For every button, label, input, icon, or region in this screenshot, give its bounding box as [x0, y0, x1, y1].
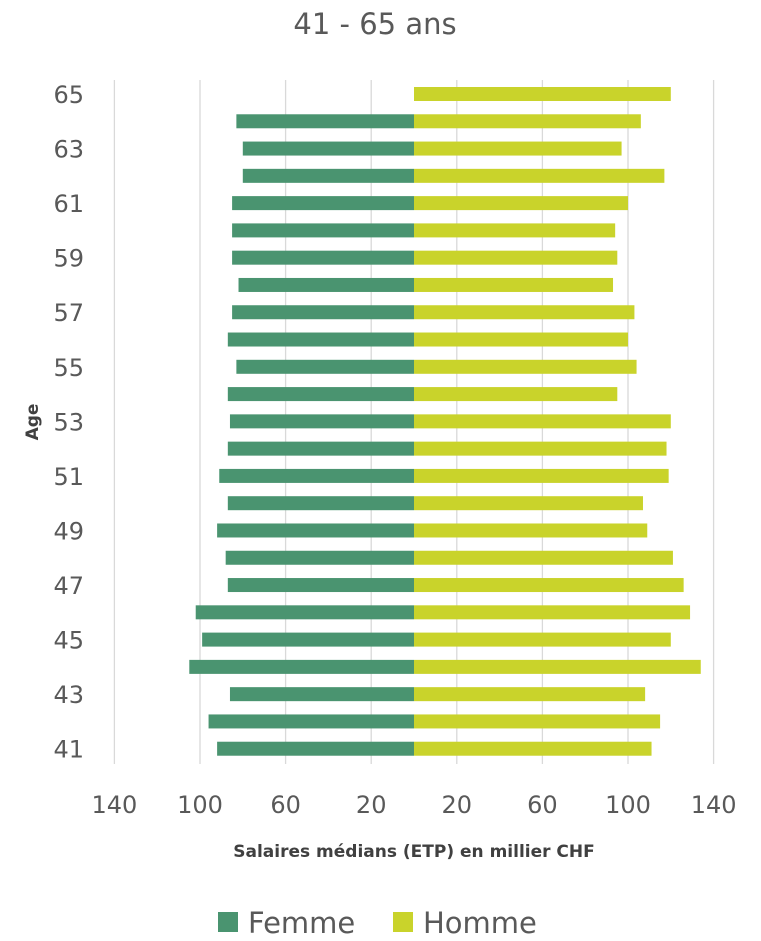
- bar-femme-age-53: [229, 414, 414, 429]
- bar-femme-age-50: [227, 496, 414, 511]
- bar-femme-age-41: [217, 741, 414, 756]
- bar-femme-age-60: [232, 223, 414, 238]
- bar-homme-age-46: [414, 605, 691, 620]
- bar-homme-age-52: [414, 441, 667, 456]
- bar-femme-age-56: [227, 332, 414, 347]
- x-tick-label: 100: [605, 791, 651, 819]
- bar-homme-age-58: [414, 277, 614, 292]
- bar-homme-age-43: [414, 687, 646, 702]
- y-tick-label: 41: [53, 736, 84, 764]
- y-tick-label: 61: [53, 190, 84, 218]
- bar-homme-age-60: [414, 223, 616, 238]
- y-tick-label: 55: [53, 354, 84, 382]
- bar-homme-age-42: [414, 714, 661, 729]
- bars: [189, 87, 701, 756]
- bar-femme-age-47: [227, 578, 414, 593]
- legend-swatch-femme: [218, 912, 238, 932]
- bar-femme-age-49: [217, 523, 414, 538]
- bar-femme-age-51: [219, 468, 414, 483]
- bar-femme-age-52: [227, 441, 414, 456]
- y-tick-label: 49: [53, 517, 84, 545]
- bar-femme-age-48: [225, 550, 414, 565]
- y-axis-tick-labels: 41 43 45 47 49 51 53 55 57 59 61 63 65: [53, 81, 84, 764]
- chart-title: 41 - 65 ans: [293, 7, 456, 41]
- bar-femme-age-57: [232, 305, 414, 320]
- y-tick-label: 53: [53, 408, 84, 436]
- y-tick-label: 63: [53, 136, 84, 164]
- bar-homme-age-63: [414, 141, 622, 156]
- bar-homme-age-47: [414, 578, 684, 593]
- x-axis-title: Salaires médians (ETP) en millier CHF: [233, 842, 595, 862]
- x-tick-label: 100: [177, 791, 223, 819]
- bar-femme-age-54: [227, 387, 414, 402]
- bar-homme-age-61: [414, 196, 628, 211]
- bar-homme-age-65: [414, 87, 671, 101]
- bar-homme-age-55: [414, 359, 637, 374]
- bar-femme-age-55: [236, 359, 414, 374]
- bar-homme-age-57: [414, 305, 635, 320]
- bar-homme-age-50: [414, 496, 643, 511]
- bar-homme-age-54: [414, 387, 618, 402]
- bar-homme-age-48: [414, 550, 673, 565]
- legend-swatch-homme: [393, 912, 413, 932]
- bar-homme-age-64: [414, 114, 641, 129]
- x-tick-label: 60: [527, 791, 558, 819]
- bar-femme-age-63: [242, 141, 414, 156]
- y-tick-label: 43: [53, 681, 84, 709]
- legend-label-femme: Femme: [248, 906, 355, 940]
- y-tick-label: 51: [53, 463, 84, 491]
- x-tick-label: 140: [91, 791, 137, 819]
- bar-femme-age-44: [189, 659, 414, 674]
- x-tick-label: 20: [356, 791, 387, 819]
- bar-homme-age-49: [414, 523, 648, 538]
- x-tick-label: 20: [442, 791, 473, 819]
- bar-femme-age-59: [232, 250, 414, 265]
- y-tick-label: 65: [53, 81, 84, 109]
- x-tick-label: 60: [270, 791, 301, 819]
- bar-femme-age-45: [202, 632, 414, 647]
- y-axis-title: Age: [23, 404, 43, 441]
- bar-homme-age-62: [414, 168, 665, 183]
- y-tick-label: 59: [53, 245, 84, 273]
- bar-femme-age-64: [236, 114, 414, 129]
- bar-homme-age-44: [414, 659, 701, 674]
- y-tick-label: 57: [53, 299, 84, 327]
- bar-homme-age-45: [414, 632, 671, 647]
- legend-label-homme: Homme: [423, 906, 537, 940]
- y-tick-label: 45: [53, 627, 84, 655]
- y-tick-label: 47: [53, 572, 84, 600]
- bar-homme-age-41: [414, 741, 652, 756]
- bar-femme-age-62: [242, 168, 414, 183]
- bar-homme-age-51: [414, 468, 669, 483]
- bar-homme-age-59: [414, 250, 618, 265]
- bar-femme-age-58: [238, 277, 414, 292]
- bar-femme-age-61: [232, 196, 414, 211]
- bar-femme-age-42: [208, 714, 414, 729]
- legend: Femme Homme: [218, 906, 537, 940]
- x-tick-label: 140: [691, 791, 737, 819]
- bar-femme-age-43: [229, 687, 414, 702]
- x-axis-tick-labels: 140 100 60 20 20 60 100 140: [91, 791, 736, 819]
- bar-homme-age-53: [414, 414, 671, 429]
- bar-homme-age-56: [414, 332, 628, 347]
- bar-femme-age-46: [195, 605, 414, 620]
